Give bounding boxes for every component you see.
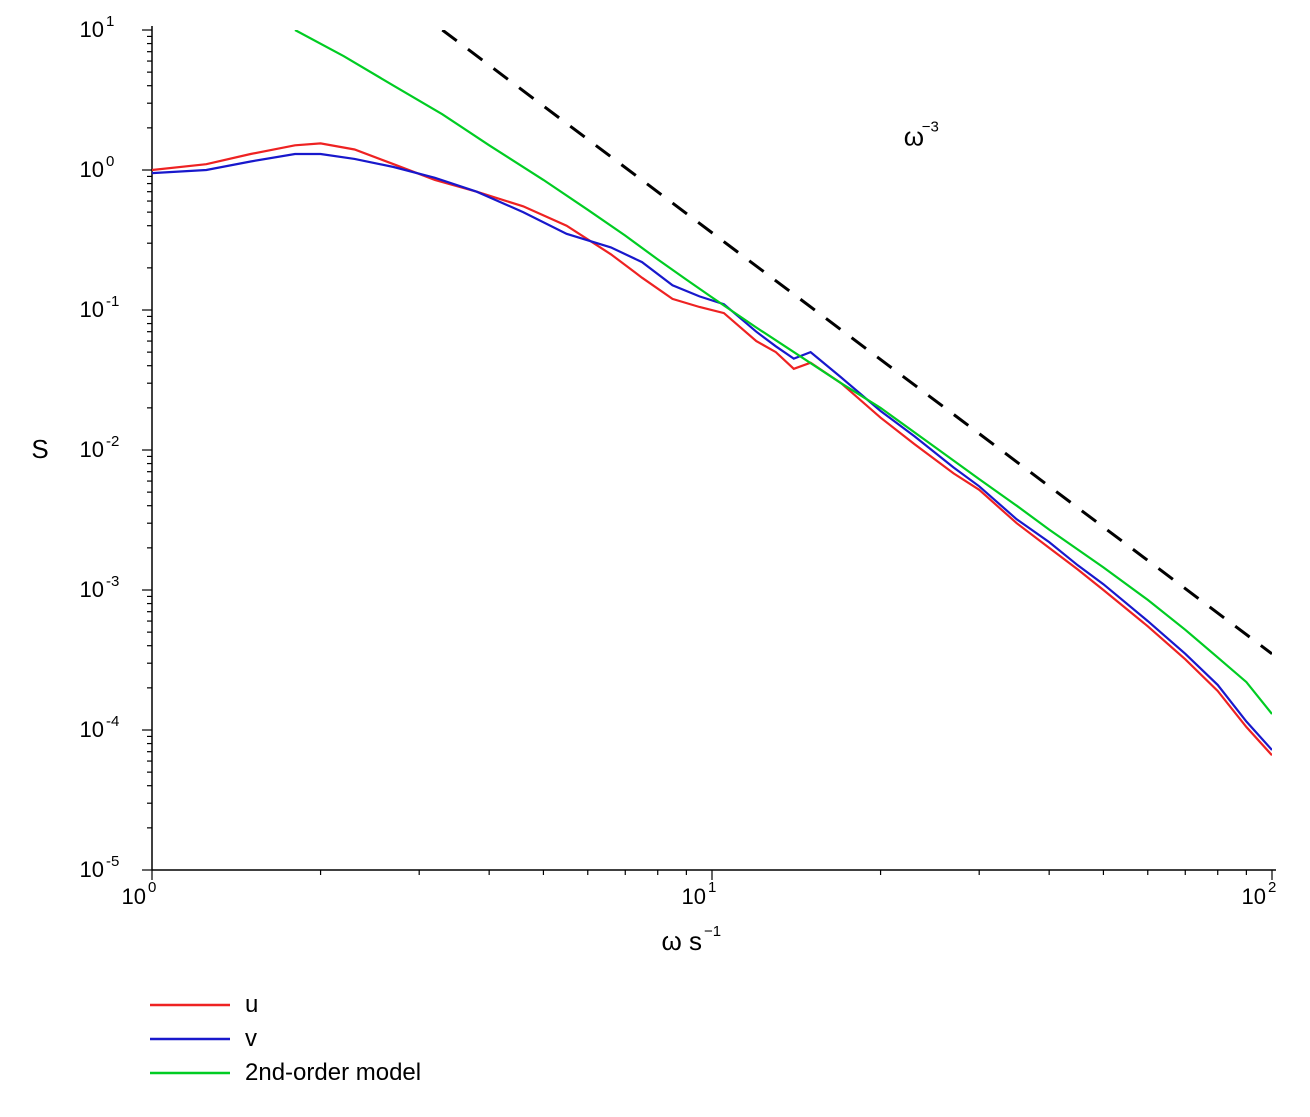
svg-text:0: 0 xyxy=(148,879,156,896)
svg-text:1: 1 xyxy=(106,13,114,30)
y-axis-title: S xyxy=(31,434,48,464)
svg-text:-5: -5 xyxy=(106,853,119,870)
svg-text:10: 10 xyxy=(80,17,104,42)
svg-text:10: 10 xyxy=(80,157,104,182)
svg-text:-1: -1 xyxy=(106,293,119,310)
svg-text:1: 1 xyxy=(708,879,716,896)
spectrum-chart: 10-510-410-310-210-1100101100101102Sω s−… xyxy=(0,0,1310,1117)
svg-text:-2: -2 xyxy=(106,433,119,450)
svg-text:10: 10 xyxy=(80,717,104,742)
svg-text:10: 10 xyxy=(122,884,146,909)
svg-text:0: 0 xyxy=(106,153,114,170)
svg-text:10: 10 xyxy=(682,884,706,909)
svg-text:ω s: ω s xyxy=(661,926,702,956)
svg-text:10: 10 xyxy=(80,437,104,462)
svg-text:10: 10 xyxy=(80,577,104,602)
svg-text:2: 2 xyxy=(1268,879,1276,896)
svg-text:−3: −3 xyxy=(922,118,939,135)
svg-text:10: 10 xyxy=(80,297,104,322)
legend-label: u xyxy=(245,991,258,1018)
legend-label: 2nd-order model xyxy=(245,1059,421,1086)
svg-text:10: 10 xyxy=(1242,884,1266,909)
svg-text:−1: −1 xyxy=(704,923,721,940)
svg-text:10: 10 xyxy=(80,857,104,882)
legend-label: v xyxy=(245,1025,257,1052)
svg-text:-4: -4 xyxy=(106,713,119,730)
svg-text:-3: -3 xyxy=(106,573,119,590)
